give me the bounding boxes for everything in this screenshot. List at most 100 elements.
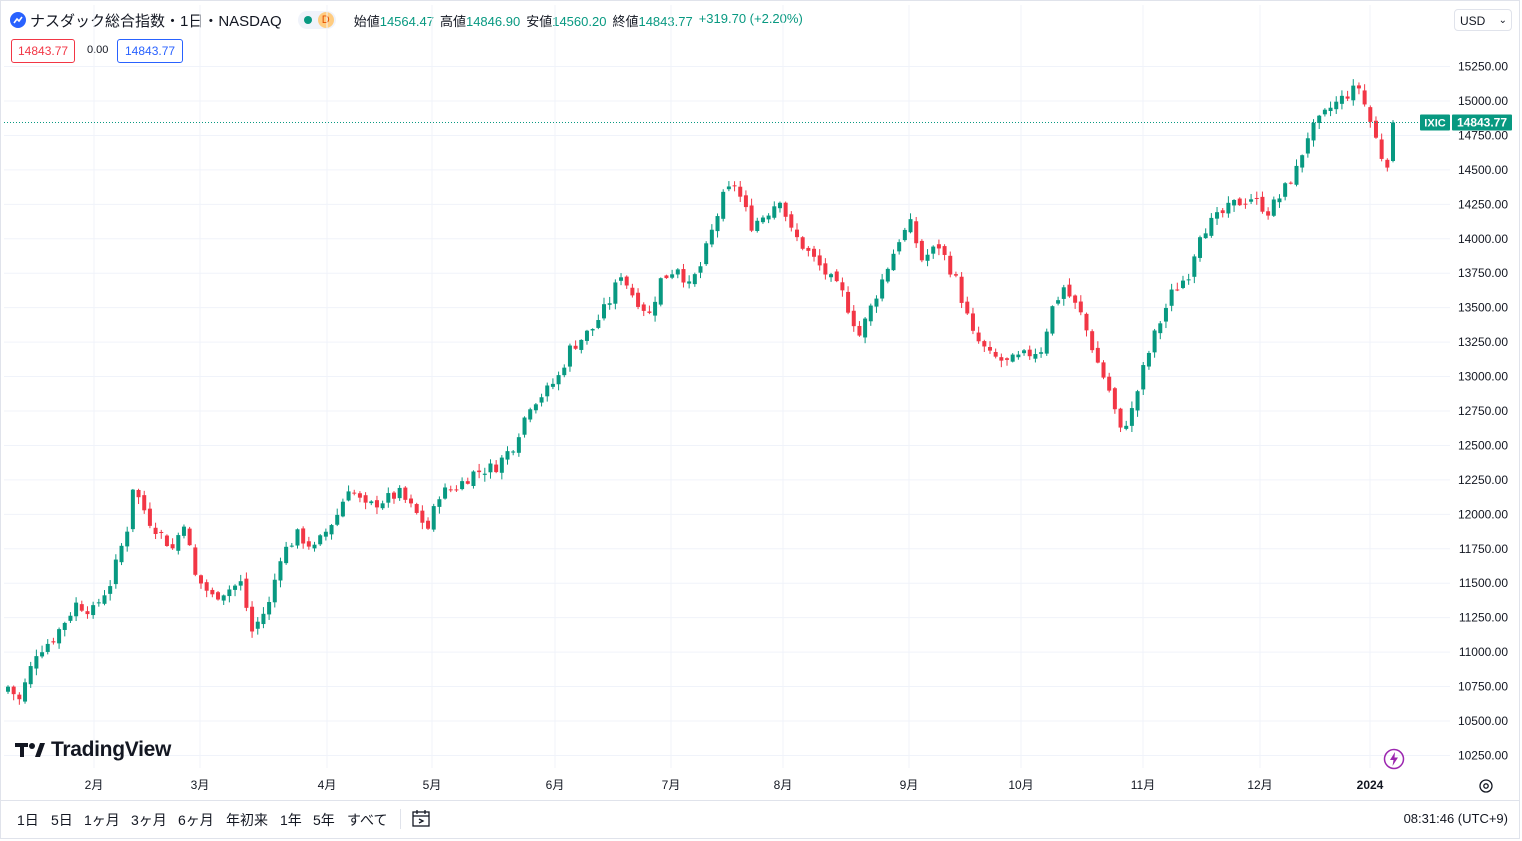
chart-header: ナスダック総合指数・1日・NASDAQ D 始値14564.47 高値14846…: [10, 9, 803, 31]
range-5y-button[interactable]: 5年: [313, 812, 335, 828]
candle-body: [119, 545, 124, 563]
range-1y-button[interactable]: 1年: [280, 812, 302, 828]
candle-body: [460, 481, 465, 490]
candle-body: [1209, 217, 1214, 236]
candle-body: [357, 493, 362, 498]
candle-body: [1175, 289, 1180, 291]
candle-body: [397, 487, 402, 499]
candle-body: [755, 220, 760, 231]
x-tick-label: 7月: [662, 778, 681, 792]
candle-body: [789, 214, 794, 228]
last-price-line: IXIC 14843.77: [4, 114, 1512, 131]
candle-body: [670, 274, 675, 278]
candle-body: [289, 545, 294, 547]
candle-body: [1226, 202, 1231, 214]
range-1m-button[interactable]: 1ヶ月: [84, 812, 120, 828]
tradingview-logo-icon: [15, 743, 45, 757]
candle-body: [1124, 425, 1129, 429]
candle-body: [1237, 198, 1242, 206]
candle-body: [528, 409, 533, 420]
candle-body: [1044, 331, 1049, 354]
candle-body: [380, 503, 385, 509]
candle-body: [1078, 301, 1083, 313]
candle-body: [125, 531, 130, 547]
calendar-range-icon[interactable]: [411, 808, 433, 830]
candle-body: [176, 535, 181, 551]
candle-body: [692, 274, 697, 285]
lightning-icon[interactable]: [1382, 747, 1406, 771]
candle-body: [1305, 138, 1310, 154]
range-3m-button[interactable]: 3ヶ月: [131, 812, 167, 828]
range-6m-button[interactable]: 6ヶ月: [178, 812, 214, 828]
candle-body: [602, 304, 607, 319]
range-all-button[interactable]: すべて: [347, 812, 388, 828]
range-ytd-button[interactable]: 年初来: [226, 812, 268, 828]
candle-body: [806, 247, 811, 251]
candle-body: [482, 473, 487, 475]
candle-body: [85, 611, 90, 615]
market-status[interactable]: D: [297, 11, 336, 29]
candle-body: [1050, 306, 1055, 334]
y-tick-label: 13000.00: [1458, 370, 1508, 384]
candle-body: [198, 575, 203, 584]
candle-body: [653, 301, 658, 316]
ask-price-box[interactable]: 14843.77: [117, 39, 184, 63]
candle-body: [840, 282, 845, 291]
spread-value: 0.00: [87, 44, 109, 56]
close-value: 14843.77: [638, 13, 693, 29]
candle-body: [664, 275, 669, 279]
candle-body: [675, 269, 680, 275]
candle-body: [550, 383, 555, 387]
range-1d-button[interactable]: 1日: [17, 812, 39, 828]
y-tick-label: 12500.00: [1458, 438, 1508, 452]
candle-body: [590, 329, 595, 331]
candle-body: [6, 686, 10, 692]
candle-body: [1339, 95, 1344, 104]
candle-body: [471, 471, 476, 486]
x-tick-label: 3月: [191, 778, 210, 792]
candle-body: [142, 495, 147, 511]
candle-body: [34, 656, 39, 669]
candle-body: [238, 581, 243, 586]
candle-body: [687, 281, 692, 284]
close-label: 終値: [612, 13, 639, 29]
candle-body: [374, 500, 379, 508]
candle-body: [1146, 352, 1151, 367]
candle-body: [295, 529, 300, 546]
bid-price-box[interactable]: 14843.77: [11, 39, 76, 63]
candle-body: [976, 332, 981, 342]
range-5d-button[interactable]: 5日: [51, 812, 73, 828]
candle-body: [914, 221, 919, 244]
candle-body: [738, 186, 743, 197]
candle-body: [323, 531, 328, 537]
candle-body: [511, 451, 516, 453]
tradingview-logo[interactable]: TradingView: [15, 738, 171, 762]
bottom-toolbar: 1日 5日 1ヶ月 3ヶ月 6ヶ月 年初来 1年 5年 すべて 08:31:46…: [0, 800, 1520, 839]
chart-line-icon[interactable]: [10, 12, 26, 28]
candle-body: [1095, 347, 1100, 363]
candle-body: [1107, 376, 1112, 391]
symbol-title[interactable]: ナスダック総合指数・1日・NASDAQ: [30, 12, 282, 30]
x-tick-label: 2月: [85, 778, 104, 792]
candle-body: [210, 589, 215, 595]
candle-body: [499, 457, 504, 473]
candle-body: [1362, 90, 1367, 105]
candle-body: [1005, 358, 1010, 360]
candle-body: [794, 229, 799, 238]
candle-body: [74, 602, 79, 617]
high-label: 高値: [439, 13, 466, 29]
candle-body: [28, 666, 33, 685]
candle-body: [533, 404, 538, 411]
candle-body: [999, 357, 1004, 361]
currency-select[interactable]: USD ⌄: [1454, 9, 1512, 31]
grid-lines: [4, 5, 1450, 768]
candle-body: [539, 397, 544, 403]
candle-body: [45, 643, 50, 652]
candle-body: [777, 202, 782, 209]
candle-body: [346, 491, 351, 501]
candle-body: [1180, 280, 1185, 288]
candle-body: [79, 604, 84, 611]
settings-icon[interactable]: [1477, 777, 1495, 795]
